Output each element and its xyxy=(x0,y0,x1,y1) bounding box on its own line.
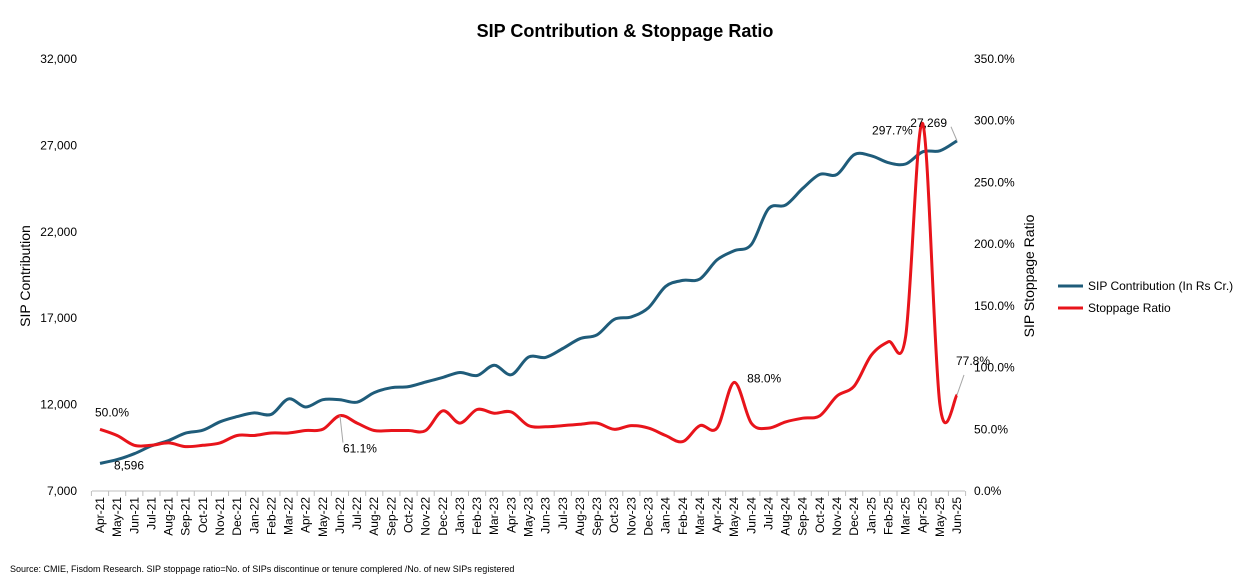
y2-tick-label: 150.0% xyxy=(974,299,1015,313)
series-group xyxy=(99,122,959,465)
y-tick-label: 32,000 xyxy=(40,52,77,66)
x-tick-label: Oct-24 xyxy=(813,497,827,533)
x-tick-label: Mar-23 xyxy=(487,497,501,535)
y2-tick-label: 100.0% xyxy=(974,361,1015,375)
y2-tick-label: 50.0% xyxy=(974,422,1008,436)
x-tick-label: Nov-22 xyxy=(419,497,433,536)
x-tick-label: Jul-22 xyxy=(350,497,364,530)
y-tick-label: 17,000 xyxy=(40,311,77,325)
y2-tick-label: 200.0% xyxy=(974,237,1015,251)
x-tick-label: Nov-24 xyxy=(830,497,844,536)
data-label: 88.0% xyxy=(747,371,781,385)
x-tick-label: Mar-25 xyxy=(899,497,913,535)
x-tick-label: May-22 xyxy=(316,497,330,537)
y-tick-label: 27,000 xyxy=(40,138,77,152)
x-tick-label: Aug-24 xyxy=(779,497,793,536)
x-tick-label: Jan-25 xyxy=(864,497,878,534)
x-tick-label: Feb-23 xyxy=(470,497,484,535)
x-tick-label: Aug-23 xyxy=(573,497,587,536)
right-axis: 0.0% 50.0% 100.0% 150.0% 200.0% 250.0% 300.0% 3… xyxy=(974,52,1015,498)
data-label: 50.0% xyxy=(95,405,129,419)
legend-label-sip: SIP Contribution (In Rs Cr.) xyxy=(1088,279,1233,293)
x-tick-label: Nov-23 xyxy=(624,497,638,536)
y2-tick-label: 250.0% xyxy=(974,175,1015,189)
y-tick-label: 22,000 xyxy=(40,225,77,239)
y-tick-label: 12,000 xyxy=(40,398,77,412)
y2-tick-label: 350.0% xyxy=(974,52,1015,66)
x-tick-label: Apr-21 xyxy=(93,497,107,533)
x-tick-label: Jul-24 xyxy=(761,497,775,530)
x-tick-label: Jan-23 xyxy=(453,497,467,534)
data-label: 61.1% xyxy=(343,442,377,456)
stoppage-ratio-line xyxy=(99,122,959,449)
x-tick-label: May-21 xyxy=(110,497,124,537)
x-tick-label: Dec-21 xyxy=(230,497,244,536)
x-tick-label: Feb-24 xyxy=(676,497,690,535)
x-tick-label: Feb-25 xyxy=(881,497,895,535)
data-label: 77.8% xyxy=(956,354,990,368)
x-tick-label: Feb-22 xyxy=(264,497,278,535)
sip-contribution-line xyxy=(99,139,958,465)
chart-title: SIP Contribution & Stoppage Ratio xyxy=(477,21,774,41)
leader-line xyxy=(950,126,958,141)
x-tick-label: Oct-21 xyxy=(196,497,210,533)
x-tick-label: Apr-25 xyxy=(916,497,930,533)
x-tick-label: Jun-21 xyxy=(127,497,141,534)
y2-axis-title: SIP Stoppage Ratio xyxy=(1021,214,1037,337)
x-tick-label: Jan-24 xyxy=(659,497,673,534)
x-tick-label: Apr-24 xyxy=(710,497,724,533)
x-tick-label: Dec-22 xyxy=(436,497,450,536)
leader-line xyxy=(339,415,344,443)
x-tick-label: Sep-21 xyxy=(179,497,193,536)
x-tick-label: Aug-22 xyxy=(367,497,381,536)
y-axis-title: SIP Contribution xyxy=(17,225,33,327)
legend: SIP Contribution (In Rs Cr.) Stoppage Ra… xyxy=(1058,279,1233,315)
x-tick-label: Jun-24 xyxy=(744,497,758,534)
y-tick-label: 7,000 xyxy=(47,484,77,498)
data-label: 297.7% xyxy=(872,124,913,138)
x-tick-label: Sep-22 xyxy=(384,497,398,536)
data-label: 8,596 xyxy=(114,458,144,472)
leader-line xyxy=(956,374,965,396)
left-axis: 7,000 12,000 17,000 22,000 27,000 32,000 xyxy=(40,52,77,498)
x-axis: Apr-21 May-21 Jun-21 Jul-21 Aug-21 Sep-21 Oct-… xyxy=(90,490,967,537)
x-tick-label: Sep-24 xyxy=(796,497,810,536)
x-tick-label: Jun-25 xyxy=(950,497,964,534)
x-tick-label: Oct-23 xyxy=(607,497,621,533)
legend-label-stoppage: Stoppage Ratio xyxy=(1088,301,1171,315)
y2-tick-label: 300.0% xyxy=(974,114,1015,128)
x-tick-label: Aug-21 xyxy=(162,497,176,536)
x-tick-label: Nov-21 xyxy=(213,497,227,536)
x-tick-label: Jul-21 xyxy=(144,497,158,530)
x-tick-label: Jan-22 xyxy=(247,497,261,534)
data-label: 27,269 xyxy=(910,116,947,130)
x-tick-label: Jul-23 xyxy=(556,497,570,530)
x-tick-label: Dec-24 xyxy=(847,497,861,536)
x-tick-label: May-24 xyxy=(727,497,741,537)
x-tick-label: Jun-23 xyxy=(539,497,553,534)
x-tick-label: Dec-23 xyxy=(641,497,655,536)
x-tick-label: Sep-23 xyxy=(590,497,604,536)
x-tick-label: Apr-23 xyxy=(504,497,518,533)
y2-tick-label: 0.0% xyxy=(974,484,1002,498)
x-tick-label: Oct-22 xyxy=(402,497,416,533)
x-tick-label: Jun-22 xyxy=(333,497,347,534)
x-tick-label: May-25 xyxy=(933,497,947,537)
annotation-group: 50.0% 8,596 61.1% 88.0% 297.7%27,269 77.8% xyxy=(95,116,990,473)
x-tick-label: Apr-22 xyxy=(299,497,313,533)
source-note: Source: CMIE, Fisdom Research. SIP stopp… xyxy=(10,564,514,574)
x-tick-label: Mar-24 xyxy=(693,497,707,535)
x-tick-label: May-23 xyxy=(522,497,536,537)
x-tick-label: Mar-22 xyxy=(282,497,296,535)
